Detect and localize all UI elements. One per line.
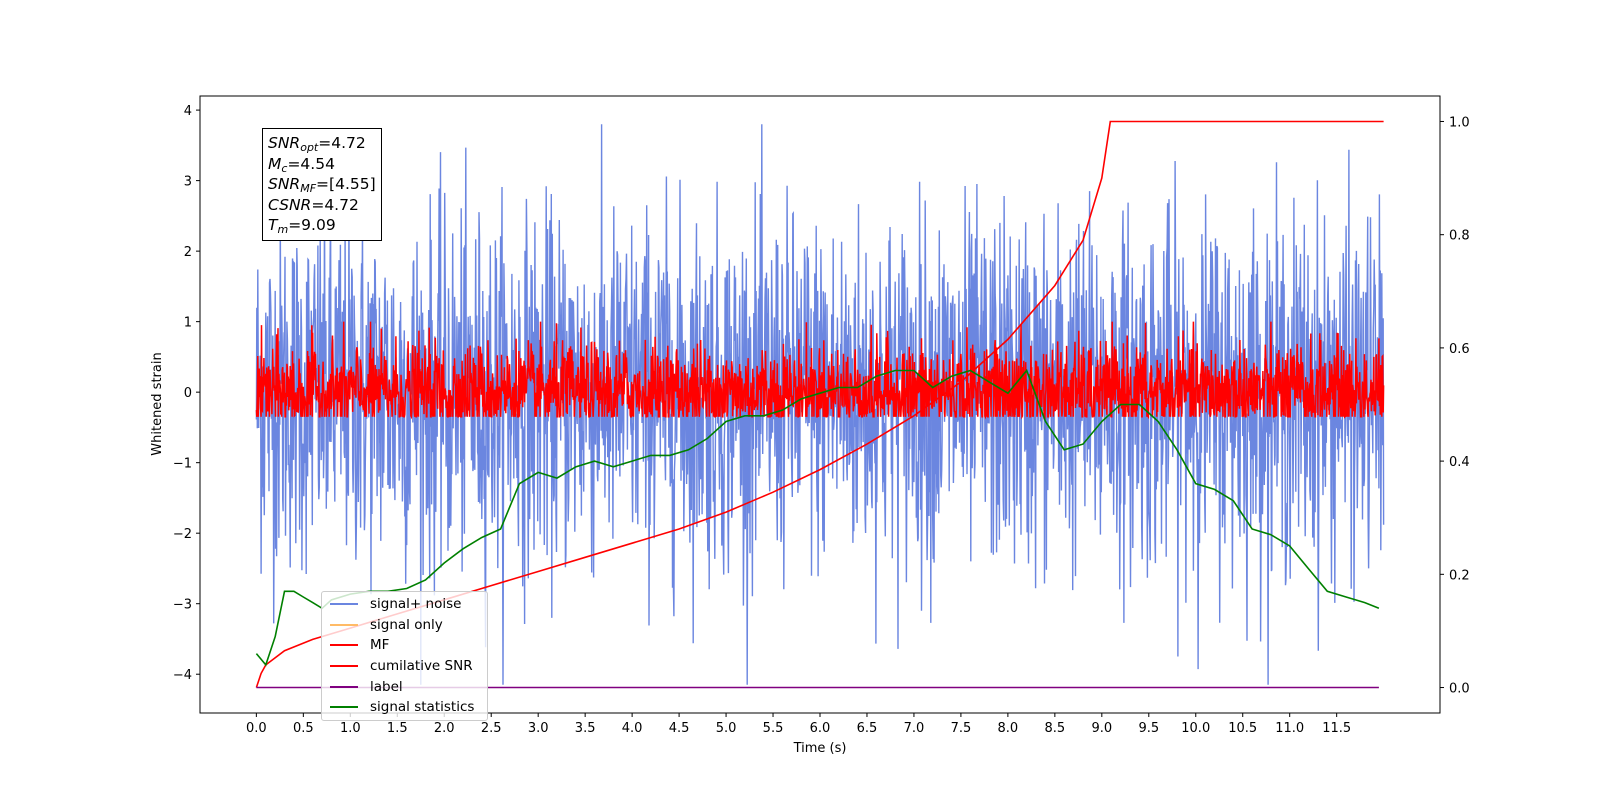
legend-item: label bbox=[326, 676, 483, 697]
y-tick-label: −3 bbox=[173, 598, 192, 613]
x-tick-label: 3.0 bbox=[528, 721, 549, 736]
legend-item: signal statistics bbox=[326, 697, 483, 718]
legend-item: cumilative SNR bbox=[326, 656, 483, 677]
x-tick-label: 5.5 bbox=[763, 721, 784, 736]
legend-item: signal only bbox=[326, 615, 483, 636]
y2-tick-label: 0.4 bbox=[1449, 455, 1470, 470]
legend-item: MF bbox=[326, 635, 483, 656]
stats-csnr: CSNR=4.72 bbox=[268, 195, 359, 214]
y-tick-label: 3 bbox=[184, 175, 192, 190]
stats-tm: Tm=9.09 bbox=[268, 216, 336, 236]
x-tick-label: 2.0 bbox=[434, 721, 455, 736]
legend-label: signal statistics bbox=[370, 699, 475, 716]
legend-label: label bbox=[370, 678, 403, 695]
y2-tick-label: 0.2 bbox=[1449, 568, 1470, 583]
legend-swatch bbox=[330, 644, 358, 647]
x-tick-label: 0.0 bbox=[246, 721, 267, 736]
y2-tick-label: 1.0 bbox=[1449, 115, 1470, 130]
legend-label: signal only bbox=[370, 616, 443, 633]
stats-annotation-box: SNRopt=4.72 Mc=4.54 SNRMF=[4.55] CSNR=4.… bbox=[262, 128, 382, 241]
y-tick-label: −1 bbox=[173, 457, 192, 472]
x-tick-label: 9.0 bbox=[1091, 721, 1112, 736]
legend-label: cumilative SNR bbox=[370, 658, 473, 675]
x-tick-label: 8.5 bbox=[1045, 721, 1066, 736]
x-tick-label: 11.5 bbox=[1322, 721, 1351, 736]
x-tick-label: 7.0 bbox=[904, 721, 925, 736]
x-tick-label: 0.5 bbox=[293, 721, 314, 736]
legend-label: signal+ noise bbox=[370, 596, 462, 613]
y-tick-label: 0 bbox=[184, 386, 192, 401]
x-axis-label: Time (s) bbox=[793, 741, 847, 756]
x-tick-label: 4.0 bbox=[622, 721, 643, 736]
y-axis-label: Whitened strain bbox=[150, 352, 165, 455]
axes: 0.0 0.5 1.0 1.5 2.0 2.5 3.0 3.5 4.0 4.5 5.0 5.5 6.0 6… bbox=[173, 104, 1470, 736]
legend-swatch bbox=[330, 706, 358, 709]
y-tick-label: 2 bbox=[184, 245, 192, 260]
x-tick-label: 8.0 bbox=[998, 721, 1019, 736]
x-tick-label: 10.5 bbox=[1228, 721, 1257, 736]
x-tick-label: 2.5 bbox=[481, 721, 502, 736]
x-tick-label: 1.0 bbox=[340, 721, 361, 736]
y2-tick-label: 0.8 bbox=[1449, 229, 1470, 244]
stats-snr-opt: SNRopt=4.72 bbox=[268, 134, 366, 154]
x-tick-label: 3.5 bbox=[575, 721, 596, 736]
legend-swatch bbox=[330, 603, 358, 606]
x-tick-label: 10.0 bbox=[1181, 721, 1210, 736]
legend-swatch bbox=[330, 623, 358, 626]
y-tick-label: −4 bbox=[173, 668, 192, 683]
x-tick-label: 6.5 bbox=[857, 721, 878, 736]
y2-tick-label: 0.6 bbox=[1449, 342, 1470, 357]
x-tick-label: 7.5 bbox=[951, 721, 972, 736]
x-tick-label: 1.5 bbox=[387, 721, 408, 736]
legend-swatch bbox=[330, 665, 358, 668]
x-tick-label: 6.0 bbox=[810, 721, 831, 736]
legend-item: signal+ noise bbox=[326, 594, 483, 615]
legend-swatch bbox=[330, 685, 358, 688]
x-tick-label: 11.0 bbox=[1275, 721, 1304, 736]
stats-mc: Mc=4.54 bbox=[268, 154, 335, 175]
series-line-cumilative-SNR bbox=[255, 120, 1384, 688]
legend-label: MF bbox=[370, 637, 390, 654]
y-tick-label: 4 bbox=[184, 104, 192, 119]
y-tick-label: 1 bbox=[184, 316, 192, 331]
x-tick-label: 9.5 bbox=[1138, 721, 1159, 736]
y2-tick-label: 0.0 bbox=[1449, 682, 1470, 697]
x-tick-label: 5.0 bbox=[716, 721, 737, 736]
y-tick-label: −2 bbox=[173, 527, 192, 542]
series-line-mf bbox=[255, 321, 1385, 420]
x-tick-label: 4.5 bbox=[669, 721, 690, 736]
stats-snr-mf: SNRMF=[4.55] bbox=[268, 175, 376, 195]
legend: signal+ noise signal only MF cumilative … bbox=[321, 591, 488, 721]
